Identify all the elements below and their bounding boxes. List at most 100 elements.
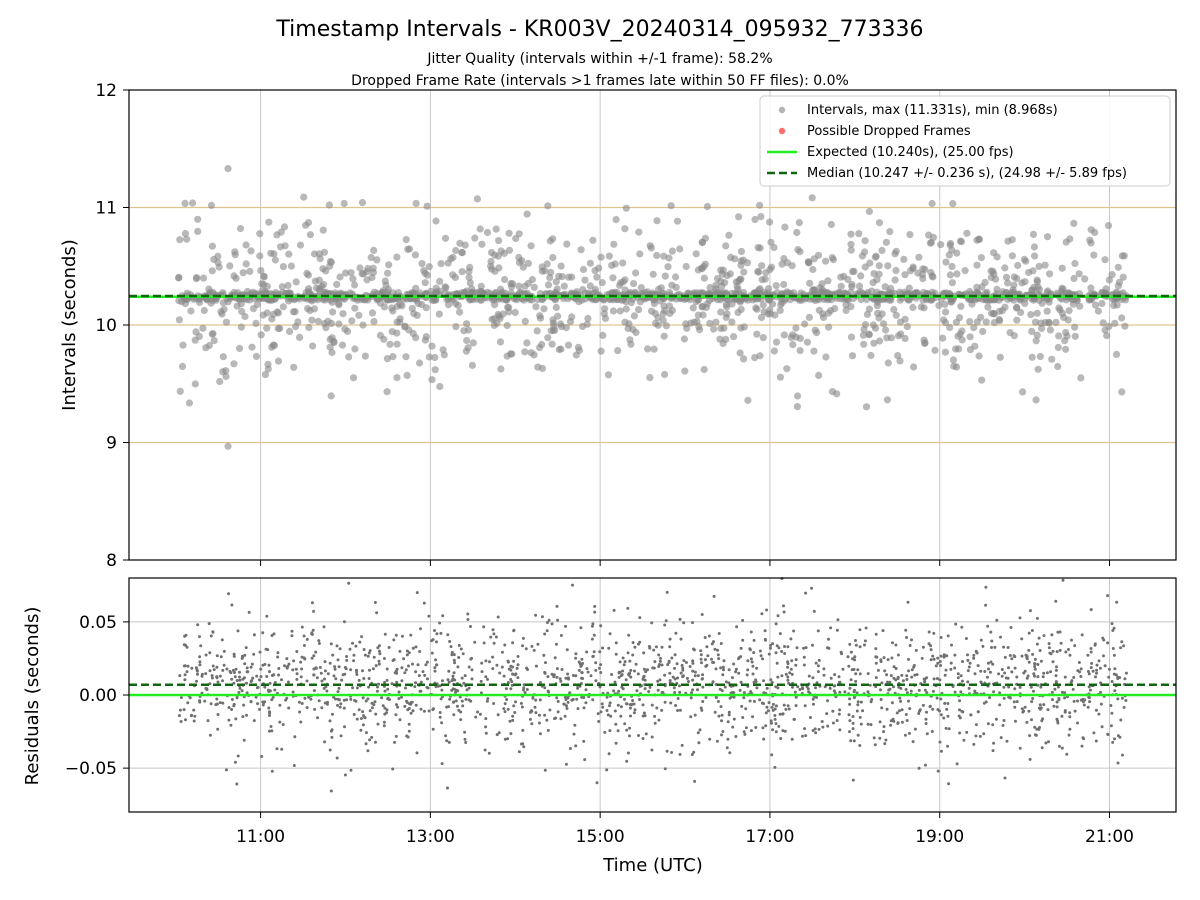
residual-point bbox=[278, 720, 282, 724]
interval-point bbox=[842, 306, 850, 314]
interval-point bbox=[737, 275, 745, 283]
residual-point bbox=[1078, 670, 1082, 674]
residual-point bbox=[608, 632, 612, 636]
residual-point bbox=[852, 739, 856, 743]
residual-point bbox=[273, 681, 277, 684]
residual-point bbox=[831, 721, 835, 725]
residual-point bbox=[858, 628, 862, 632]
interval-point bbox=[781, 223, 789, 231]
residual-point bbox=[1053, 687, 1057, 691]
interval-point bbox=[247, 247, 255, 255]
interval-point bbox=[409, 329, 417, 337]
interval-point bbox=[1054, 343, 1062, 352]
residual-point bbox=[314, 650, 318, 654]
x-axis-label: Time (UTC) bbox=[602, 855, 703, 876]
residual-point bbox=[701, 685, 705, 689]
residual-point bbox=[598, 685, 602, 689]
residual-point bbox=[678, 690, 682, 694]
residual-point bbox=[790, 672, 794, 676]
residual-point bbox=[413, 685, 417, 689]
interval-point bbox=[866, 259, 874, 267]
residual-point bbox=[935, 677, 939, 680]
residual-point bbox=[1013, 705, 1017, 709]
residual-point bbox=[606, 713, 610, 717]
residual-point bbox=[623, 697, 626, 701]
residual-point bbox=[654, 645, 658, 649]
interval-point bbox=[1029, 230, 1038, 238]
residual-point bbox=[414, 670, 418, 674]
interval-point bbox=[717, 277, 725, 285]
residual-point bbox=[1037, 636, 1041, 640]
interval-point bbox=[1028, 353, 1036, 361]
residual-point bbox=[947, 782, 951, 786]
interval-point bbox=[393, 318, 401, 326]
residual-point bbox=[864, 626, 868, 630]
residual-point bbox=[234, 717, 238, 721]
residual-point bbox=[1060, 690, 1064, 694]
interval-point bbox=[393, 329, 401, 337]
residual-point bbox=[575, 697, 579, 701]
interval-point bbox=[515, 253, 523, 262]
residual-point bbox=[358, 640, 362, 644]
residual-point bbox=[894, 643, 898, 647]
interval-point bbox=[271, 256, 279, 264]
residual-point bbox=[1086, 705, 1090, 709]
residual-point bbox=[900, 708, 904, 712]
interval-point bbox=[946, 271, 954, 279]
residual-point bbox=[950, 643, 953, 647]
interval-point bbox=[586, 259, 595, 267]
residual-point bbox=[773, 765, 777, 769]
interval-point bbox=[795, 219, 803, 227]
interval-point bbox=[1031, 318, 1040, 326]
residual-point bbox=[1040, 746, 1044, 750]
residual-point bbox=[613, 680, 617, 684]
residual-point bbox=[589, 674, 593, 678]
interval-point bbox=[340, 199, 348, 208]
interval-point bbox=[274, 324, 282, 332]
residual-point bbox=[773, 717, 777, 721]
residual-point bbox=[516, 676, 520, 680]
interval-point bbox=[436, 382, 444, 391]
interval-point bbox=[544, 334, 552, 342]
interval-point bbox=[512, 234, 520, 243]
residual-point bbox=[487, 751, 491, 755]
interval-point bbox=[878, 246, 886, 255]
residual-point bbox=[478, 712, 482, 716]
residual-point bbox=[874, 647, 878, 651]
interval-point bbox=[276, 243, 285, 251]
interval-point bbox=[983, 288, 991, 296]
interval-point bbox=[280, 223, 289, 231]
residual-point bbox=[463, 730, 467, 734]
interval-point bbox=[458, 248, 466, 257]
residual-point bbox=[656, 688, 660, 692]
interval-point bbox=[771, 311, 779, 319]
residual-point bbox=[782, 604, 785, 608]
interval-point bbox=[1004, 237, 1012, 245]
residual-point bbox=[450, 653, 454, 657]
residual-point bbox=[1055, 700, 1059, 704]
interval-point bbox=[868, 287, 876, 295]
residual-point bbox=[466, 618, 470, 621]
residual-point bbox=[614, 722, 618, 726]
residual-point bbox=[1032, 689, 1035, 693]
residual-point bbox=[233, 760, 237, 764]
residual-point bbox=[853, 688, 856, 692]
residual-point bbox=[489, 635, 493, 639]
interval-point bbox=[1108, 271, 1116, 279]
residual-point bbox=[1029, 685, 1033, 689]
residual-point bbox=[268, 670, 271, 674]
residual-point bbox=[287, 706, 291, 710]
residual-point bbox=[580, 657, 584, 661]
residual-point bbox=[966, 680, 970, 684]
interval-point bbox=[1018, 279, 1026, 287]
residual-point bbox=[438, 715, 442, 719]
residual-point bbox=[710, 657, 713, 661]
residual-point bbox=[407, 651, 411, 655]
residual-point bbox=[583, 758, 587, 762]
interval-point bbox=[507, 280, 515, 288]
residual-point bbox=[755, 686, 759, 690]
residual-point bbox=[701, 673, 705, 677]
residual-point bbox=[1079, 675, 1083, 678]
residual-point bbox=[942, 655, 946, 659]
residual-point bbox=[691, 661, 695, 665]
